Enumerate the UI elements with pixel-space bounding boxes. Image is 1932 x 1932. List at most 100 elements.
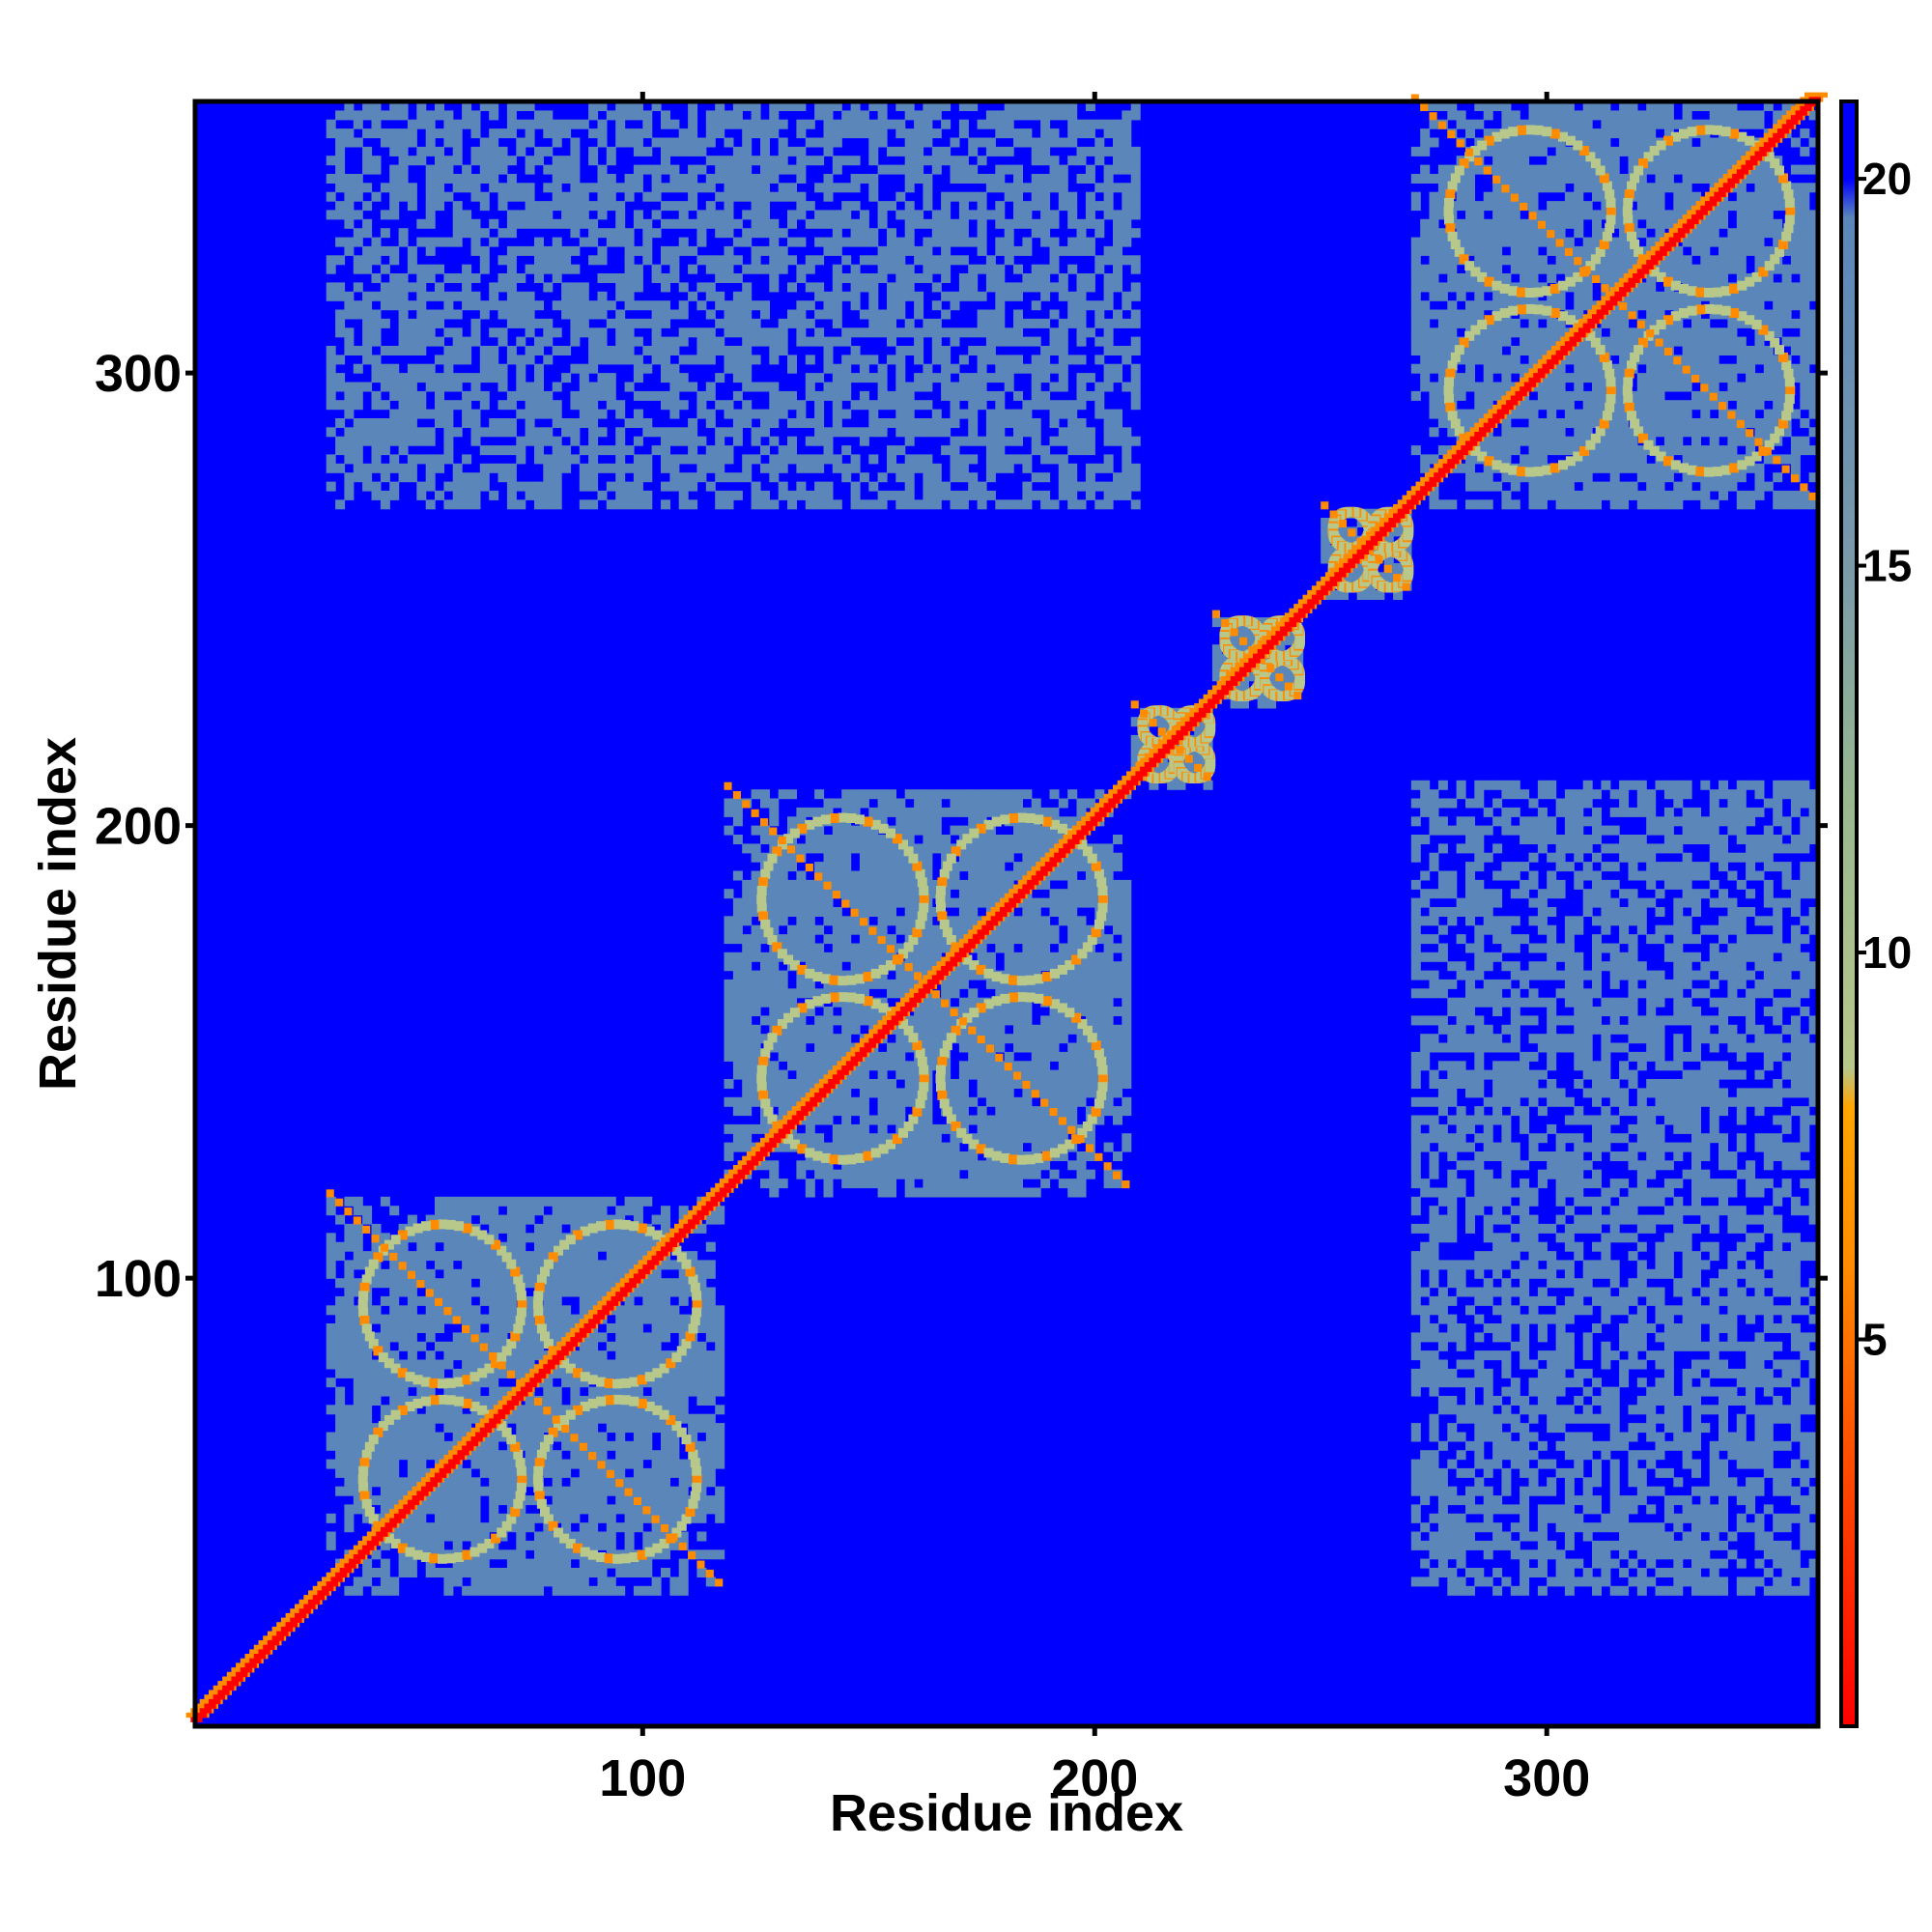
heatmap-cell [696, 400, 707, 411]
heatmap-cell [1628, 1106, 1638, 1117]
heatmap-cell [1808, 825, 1819, 836]
heatmap-cell [832, 137, 842, 148]
heatmap-cell [904, 481, 915, 492]
heatmap-cell [1800, 1007, 1810, 1016]
heatmap-cell [353, 255, 363, 266]
heatmap-cell [1520, 1314, 1530, 1324]
heatmap-cell [1022, 318, 1033, 328]
heatmap-cell [823, 210, 834, 220]
heatmap-cell [1790, 1015, 1801, 1026]
heatmap-cell [805, 201, 815, 212]
heatmap-cell [1555, 1332, 1566, 1343]
heatmap-cell [787, 282, 797, 293]
heatmap-cell [1773, 1467, 1783, 1478]
heatmap-cell [832, 390, 842, 401]
heatmap-cell [1800, 1522, 1810, 1533]
heatmap-cell [1673, 798, 1684, 809]
heatmap-cell [1582, 1495, 1593, 1506]
heatmap-cell [1800, 889, 1810, 899]
heatmap-cell [1673, 1540, 1684, 1550]
heatmap-cell [1410, 816, 1421, 827]
heatmap-cell [1673, 1241, 1684, 1252]
heatmap-cell [1031, 228, 1041, 239]
heatmap-cell [1429, 907, 1439, 917]
heatmap-cell [1103, 201, 1114, 212]
heatmap-cell [1574, 879, 1584, 890]
heatmap-cell [661, 164, 670, 175]
heatmap-cell [1636, 1314, 1647, 1324]
heatmap-cell [452, 218, 463, 229]
heatmap-cell [1130, 382, 1141, 392]
heatmap-cell [1781, 1486, 1792, 1496]
heatmap-cell [1429, 1151, 1439, 1161]
heatmap-cell [1700, 1341, 1711, 1351]
heatmap-cell [1700, 1305, 1711, 1316]
heatmap-cell [1067, 137, 1078, 148]
heatmap-cell [1736, 916, 1747, 926]
heatmap-cell [985, 490, 996, 500]
heatmap-cell [1727, 1042, 1738, 1053]
heatmap-cell [1636, 1260, 1647, 1270]
heatmap-cell [1085, 463, 1095, 473]
heatmap-cell [362, 156, 373, 166]
heatmap-cell [1058, 201, 1068, 212]
heatmap-cell [977, 355, 987, 365]
heatmap-cell [552, 346, 562, 355]
heatmap-cell [1763, 1142, 1774, 1152]
heatmap-cell [742, 346, 753, 355]
heatmap-cell [887, 327, 896, 338]
heatmap-cell [1582, 889, 1593, 899]
heatmap-cell [742, 146, 753, 156]
heatmap-cell [1663, 988, 1674, 999]
heatmap-cell [696, 327, 707, 338]
heatmap-cell [1447, 1007, 1458, 1016]
heatmap-cell [516, 273, 526, 283]
heatmap-cell [1465, 1160, 1475, 1171]
heatmap-cell [1628, 1051, 1638, 1062]
heatmap-cell [497, 255, 508, 266]
heatmap-cell [1537, 1558, 1548, 1569]
heatmap-cell [1719, 952, 1728, 962]
heatmap-cell [1492, 916, 1503, 926]
heatmap-cell [904, 228, 915, 239]
heatmap-cell [579, 119, 589, 129]
heatmap-cell [1628, 1477, 1638, 1488]
heatmap-cell [895, 291, 906, 301]
heatmap-cell [814, 137, 825, 148]
heatmap-cell [435, 282, 444, 293]
heatmap-cell [462, 183, 472, 193]
heatmap-cell [579, 418, 589, 428]
heatmap-cell [1510, 1549, 1520, 1560]
heatmap-cell [1130, 101, 1141, 111]
heatmap-cell [588, 128, 599, 139]
heatmap-cell [1437, 1015, 1448, 1026]
heatmap-cell [651, 318, 662, 328]
heatmap-cell [661, 119, 670, 129]
heatmap-cell [1636, 852, 1647, 863]
heatmap-cell [1736, 1459, 1747, 1469]
heatmap-cell [1113, 245, 1122, 256]
heatmap-cell [1574, 1295, 1584, 1306]
heatmap-cell [1781, 1042, 1792, 1053]
heatmap-cell [1736, 789, 1747, 800]
heatmap-cell [1004, 183, 1014, 193]
heatmap-cell [1781, 1268, 1792, 1279]
heatmap-cell [1636, 1378, 1647, 1388]
heatmap-cell [868, 191, 879, 202]
heatmap-cell [371, 355, 382, 365]
heatmap-cell [1049, 418, 1060, 428]
heatmap-cell [832, 318, 842, 328]
heatmap-cell [1547, 1223, 1557, 1234]
heatmap-cell [1790, 843, 1801, 854]
heatmap-cell [335, 309, 346, 320]
heatmap-cell [1719, 1477, 1728, 1488]
heatmap-cell [968, 409, 979, 419]
heatmap-cell [1040, 174, 1051, 184]
heatmap-cell [1564, 1540, 1575, 1550]
heatmap-cell [452, 400, 463, 411]
heatmap-cell [814, 454, 825, 465]
heatmap-cell [1537, 1486, 1548, 1496]
heatmap-cell [344, 210, 355, 220]
heatmap-cell [877, 137, 888, 148]
heatmap-cell [452, 183, 463, 193]
